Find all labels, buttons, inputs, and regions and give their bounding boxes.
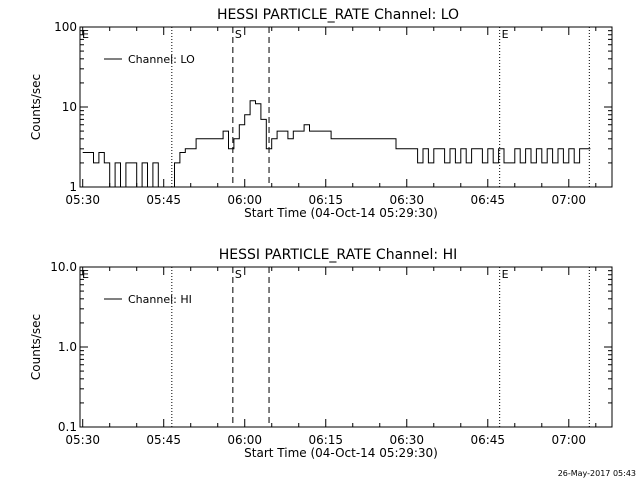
- event-marker-label: S: [235, 28, 242, 41]
- x-tick-label: 06:15: [308, 433, 343, 447]
- chart-panel-2: HESSI PARTICLE_RATE Channel: HI 05:30 05:4…: [29, 247, 613, 460]
- legend-label: Channel: HI: [128, 293, 192, 306]
- chart-title: HESSI PARTICLE_RATE Channel: HI: [219, 247, 457, 263]
- x-axis-label: Start Time (04-Oct-14 05:29:30): [244, 446, 438, 460]
- x-tick-label: 06:00: [227, 193, 262, 207]
- series-line-1: [82, 100, 591, 188]
- x-tick-label: 06:00: [227, 433, 262, 447]
- event-marker-label: E: [502, 268, 509, 281]
- legend-label: Channel: LO: [128, 53, 195, 66]
- event-marker-label: E: [82, 268, 89, 281]
- event-marker-label: S: [235, 268, 242, 281]
- y-tick-label: 10.0: [50, 260, 77, 274]
- event-marker-label: E: [82, 28, 89, 41]
- x-tick-label: 07:00: [551, 433, 586, 447]
- x-tick-label: 05:45: [146, 193, 181, 207]
- y-tick-label: 1.0: [58, 340, 77, 354]
- timestamp-label: 26-May-2017 05:43: [558, 469, 636, 478]
- y-tick-label: 100: [54, 20, 77, 34]
- x-tick-label: 06:45: [470, 193, 505, 207]
- y-axis-label: Counts/sec: [29, 74, 43, 140]
- x-tick-label: 06:30: [389, 193, 424, 207]
- y-tick-label: 10: [62, 100, 77, 114]
- event-marker-label: E: [502, 28, 509, 41]
- x-tick-label: 05:30: [65, 433, 100, 447]
- y-tick-label: 0.1: [58, 420, 77, 434]
- x-tick-label: 06:45: [470, 433, 505, 447]
- chart-panel-1: HESSI PARTICLE_RATE Channel: LO 05:30 05:4…: [29, 7, 613, 220]
- x-tick-label: 05:45: [146, 433, 181, 447]
- chart-title: HESSI PARTICLE_RATE Channel: LO: [217, 7, 459, 23]
- y-axis-label: Counts/sec: [29, 314, 43, 380]
- x-tick-label: 07:00: [551, 193, 586, 207]
- x-tick-label: 05:30: [65, 193, 100, 207]
- x-axis-label: Start Time (04-Oct-14 05:29:30): [244, 206, 438, 220]
- x-tick-label: 06:30: [389, 433, 424, 447]
- x-tick-label: 06:15: [308, 193, 343, 207]
- y-tick-label: 1: [69, 180, 77, 194]
